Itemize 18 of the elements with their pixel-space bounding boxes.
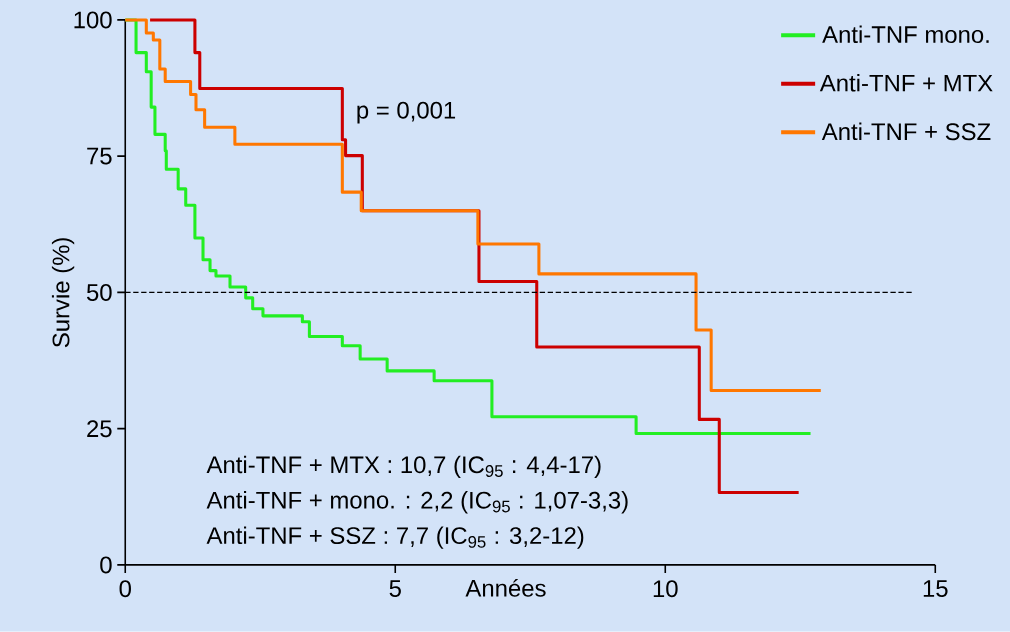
y-tick-label: 75 — [87, 147, 112, 165]
y-axis-title: Survie (%) — [51, 238, 75, 348]
annotation: Anti-TNF + MTX : 10,7 (IC$_{95}$ : 4,4-17) — [206, 455, 601, 479]
x-tick-label: 5 — [389, 580, 401, 598]
x-tick-label: 0 — [119, 580, 131, 598]
legend-label: Anti-TNF + SSZ — [821, 122, 991, 141]
legend-label: Anti-TNF + MTX — [819, 74, 993, 92]
x-axis-title: Années — [465, 579, 546, 597]
y-tick-label: 50 — [86, 284, 112, 302]
x-tick-label: 10 — [653, 580, 678, 598]
y-tick-label: 25 — [87, 420, 112, 438]
annotation: Anti-TNF + mono. : 2,2 (IC$_{95}$ : 1,07-3,3) — [206, 491, 628, 514]
annotation: Anti-TNF + SSZ : 7,7 (IC$_{95}$ : 3,2-12) — [206, 526, 584, 549]
annotation: p = 0,001 — [357, 101, 456, 124]
x-tick-label: 15 — [923, 580, 948, 598]
y-tick-label: 0 — [100, 556, 112, 574]
legend-label: Anti-TNF mono. — [822, 25, 989, 44]
y-tick-label: 100 — [74, 11, 112, 29]
